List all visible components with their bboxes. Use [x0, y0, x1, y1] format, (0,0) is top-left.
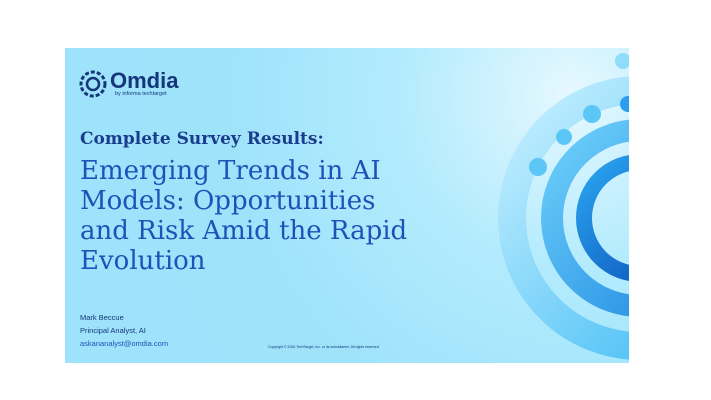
logo-mark — [85, 76, 101, 92]
author: Mark Beccue — [80, 313, 124, 322]
role: Principal Analyst, AI — [80, 326, 146, 335]
dot — [529, 158, 547, 176]
copyright: Copyright © 2026 TechTarget, Inc. or its… — [268, 345, 380, 349]
title-line: Emerging Trends in AI — [80, 156, 381, 186]
title-line: Evolution — [80, 246, 206, 276]
ring — [576, 154, 629, 282]
slide: Omdia by informa techtarget Complete Sur… — [65, 48, 629, 363]
ring — [541, 119, 629, 317]
title: Emerging Trends in AI Models: Opportuniti… — [80, 156, 407, 276]
title-line: Models: Opportunities — [80, 186, 376, 216]
dot — [556, 129, 572, 145]
logo-name: Omdia — [110, 68, 179, 93]
dot — [620, 96, 629, 112]
dot — [583, 105, 601, 123]
ring — [498, 76, 629, 360]
logo-tagline: by informa techtarget — [115, 91, 167, 97]
dot — [615, 53, 629, 69]
kicker: Complete Survey Results: — [80, 129, 324, 149]
email[interactable]: askananalyst@omdia.com — [80, 339, 169, 348]
logo-mark — [79, 70, 107, 98]
rings-art — [79, 53, 629, 360]
title-line: and Risk Amid the Rapid — [80, 216, 408, 246]
